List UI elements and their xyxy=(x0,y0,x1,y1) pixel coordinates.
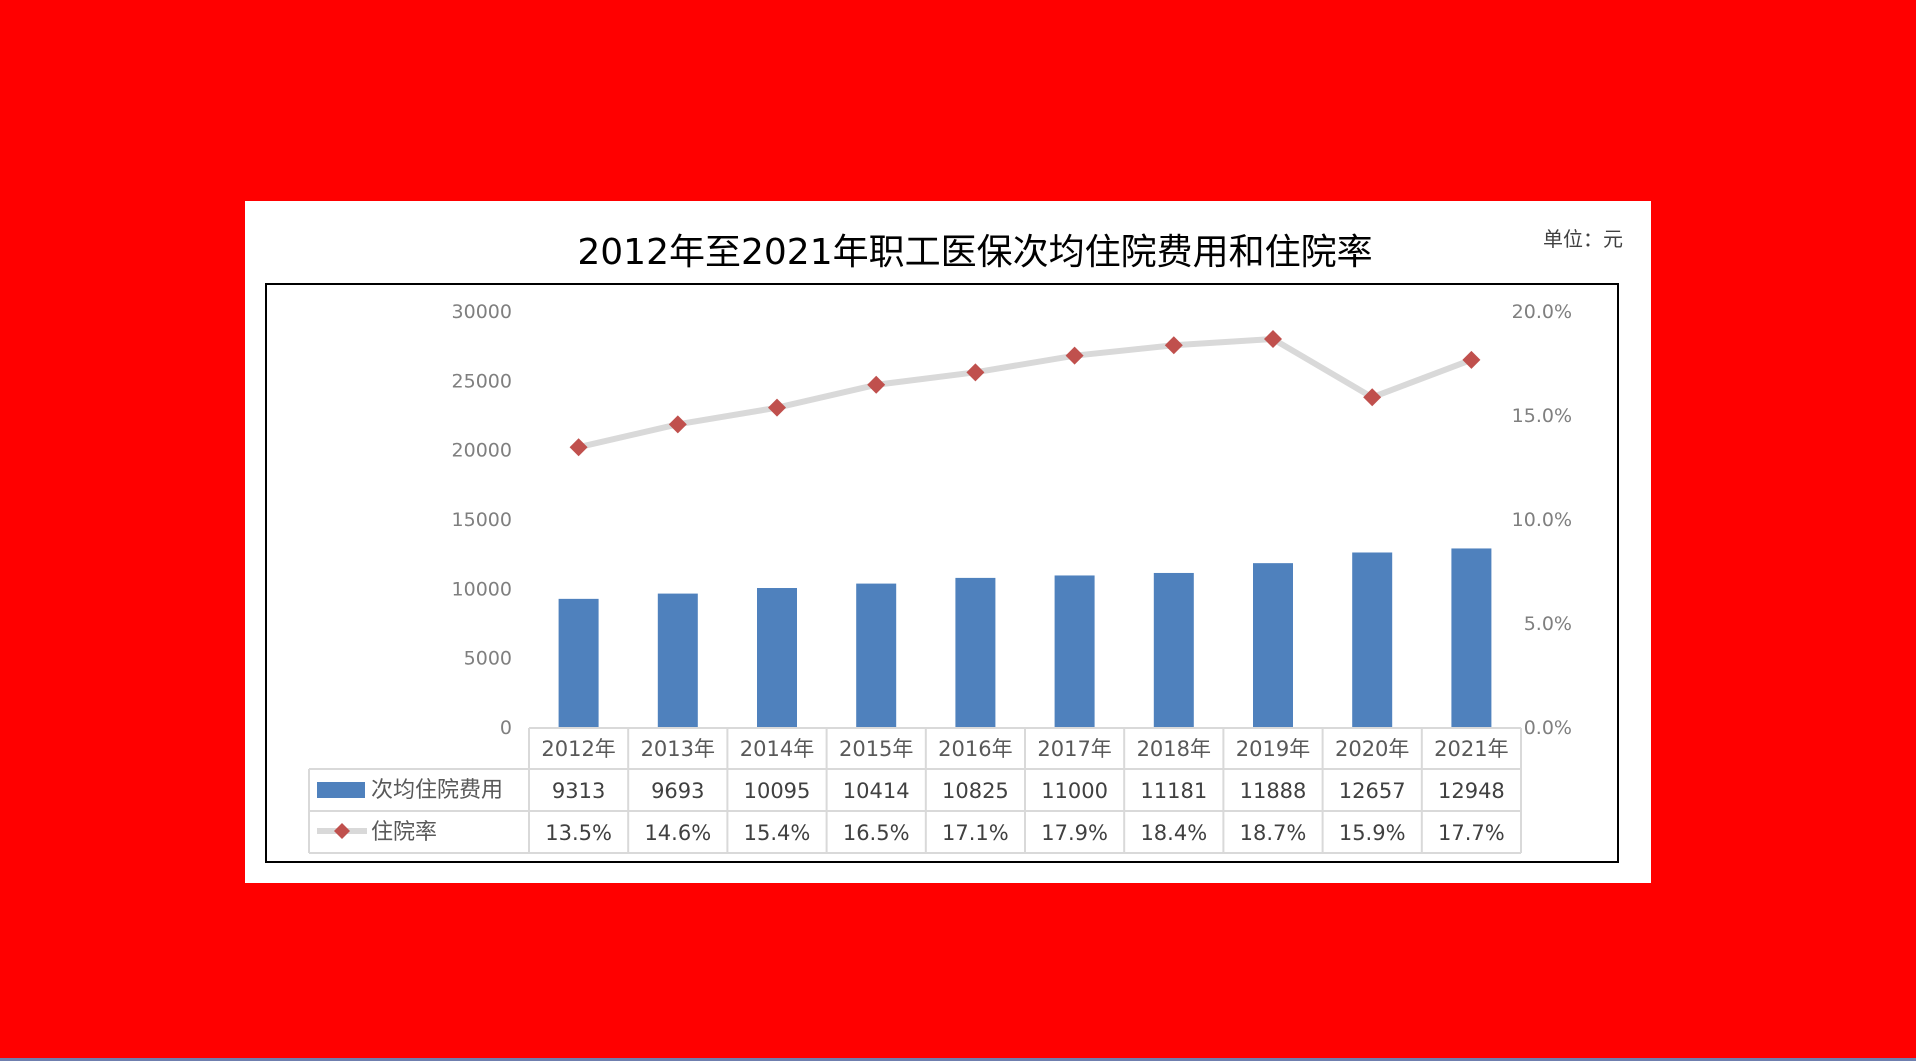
x-tick-label: 2015年 xyxy=(839,737,913,761)
data-table-cell: 14.6% xyxy=(644,821,711,845)
legend-bar-swatch xyxy=(317,782,365,798)
data-table-cell: 12948 xyxy=(1438,779,1505,803)
data-table-cell: 11181 xyxy=(1140,779,1207,803)
x-tick-label: 2019年 xyxy=(1236,737,1310,761)
x-tick-label: 2020年 xyxy=(1335,737,1409,761)
y-right-tick-label: 15.0% xyxy=(1512,405,1572,427)
y-left-tick-label: 15000 xyxy=(452,509,512,531)
rate-marker xyxy=(768,398,786,417)
rate-line xyxy=(575,336,1475,451)
x-tick-label: 2012年 xyxy=(541,737,615,761)
y-left-tick-label: 10000 xyxy=(452,578,512,600)
bar xyxy=(1253,563,1293,728)
data-table-cell: 13.5% xyxy=(545,821,612,845)
data-table-cell: 15.9% xyxy=(1339,821,1406,845)
bar xyxy=(1153,572,1194,728)
y-left-tick-label: 0 xyxy=(500,717,512,739)
x-tick-label: 2014年 xyxy=(740,737,814,761)
data-table-cell: 15.4% xyxy=(744,821,811,845)
rate-marker xyxy=(867,375,886,394)
bar xyxy=(558,598,599,728)
data-table-cell: 10825 xyxy=(942,779,1009,803)
rate-marker xyxy=(966,363,985,382)
combo-chart: 0 5000 10000 15000 20000 25000 30000 0.0% 5.0% 10… xyxy=(308,301,1572,854)
rate-marker xyxy=(1065,346,1084,365)
chart-panel: 2012年至2021年职工医保次均住院费用和住院率 单位：元 0 5000 1000… xyxy=(245,201,1651,883)
x-tick-label: 2021年 xyxy=(1434,737,1508,761)
data-table-cell: 12657 xyxy=(1339,779,1406,803)
y-right-tick-label: 20.0% xyxy=(1512,301,1572,323)
data-table-cell: 9313 xyxy=(552,779,605,803)
rate-marker xyxy=(569,438,588,457)
data-table-cell: 11888 xyxy=(1240,779,1307,803)
x-tick-label: 2013年 xyxy=(641,737,715,761)
rate-marker xyxy=(668,415,687,434)
legend-line-marker xyxy=(334,823,350,839)
chart-title: 2012年至2021年职工医保次均住院费用和住院率 xyxy=(577,232,1373,273)
x-tick-label: 2018年 xyxy=(1137,737,1211,761)
bar xyxy=(1054,575,1095,728)
y-left-tick-label: 25000 xyxy=(452,370,512,392)
rate-marker xyxy=(1264,330,1282,349)
data-table-cell: 18.7% xyxy=(1240,821,1307,845)
y-right-tick-label: 0.0% xyxy=(1524,717,1572,739)
bar xyxy=(657,593,698,728)
rate-marker xyxy=(1164,336,1183,355)
data-table-cell: 10095 xyxy=(744,779,811,803)
rate-marker xyxy=(1462,350,1481,369)
y-right-tick-label: 10.0% xyxy=(1512,509,1572,531)
chart-frame: 0 5000 10000 15000 20000 25000 30000 0.0% 5.0% 10… xyxy=(265,283,1619,863)
bottom-strip xyxy=(0,1058,1916,1061)
data-table-cell: 17.7% xyxy=(1438,821,1505,845)
bar xyxy=(757,588,797,728)
x-tick-label: 2016年 xyxy=(938,737,1012,761)
data-table-cell: 11000 xyxy=(1041,779,1108,803)
data-table-cell: 10414 xyxy=(843,779,910,803)
bar xyxy=(1451,548,1492,728)
rate-marker xyxy=(1363,388,1382,407)
bar xyxy=(856,583,897,728)
unit-label: 单位：元 xyxy=(1543,227,1623,251)
data-table-cell: 16.5% xyxy=(843,821,910,845)
y-right-tick-label: 5.0% xyxy=(1524,613,1572,635)
data-table-cell: 18.4% xyxy=(1140,821,1207,845)
bar xyxy=(1352,552,1393,728)
x-tick-label: 2017年 xyxy=(1037,737,1111,761)
y-left-tick-label: 30000 xyxy=(452,301,512,323)
data-table-cell: 17.1% xyxy=(942,821,1009,845)
legend-bar-label: 次均住院费用 xyxy=(371,778,503,803)
legend-line-label: 住院率 xyxy=(371,820,437,845)
data-table-cell: 9693 xyxy=(651,779,704,803)
data-table-cell: 17.9% xyxy=(1041,821,1108,845)
y-left-tick-label: 20000 xyxy=(452,440,512,462)
bar xyxy=(955,577,996,728)
y-left-tick-label: 5000 xyxy=(464,648,512,670)
